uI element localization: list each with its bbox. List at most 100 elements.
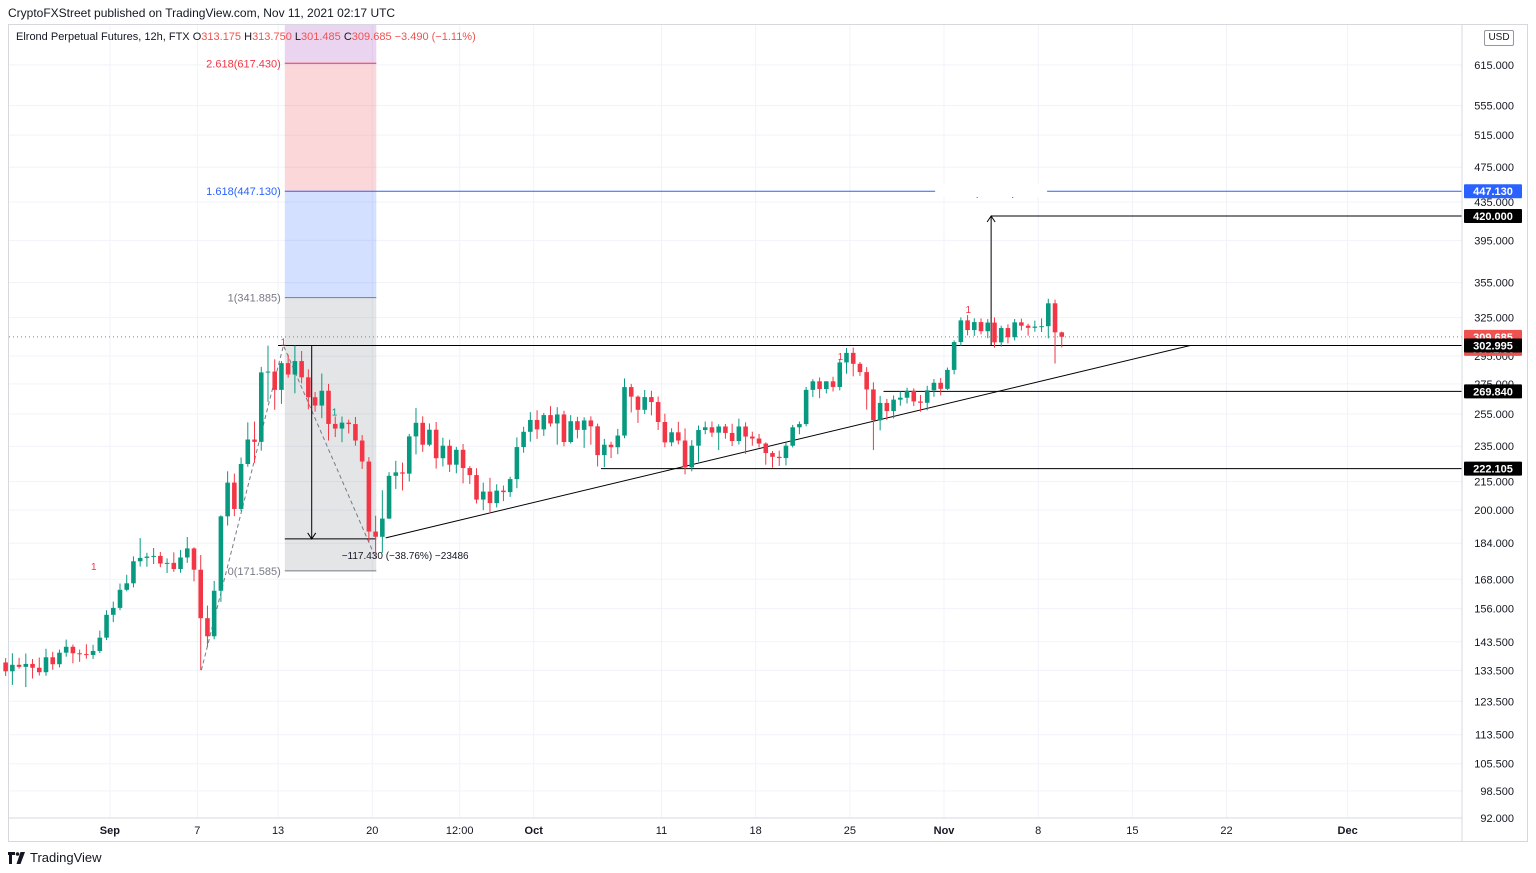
- candle-body: [16, 664, 22, 667]
- price-scale-tag-label: 269.840: [1473, 386, 1513, 398]
- candle-body: [985, 322, 991, 332]
- candle-body: [272, 371, 277, 390]
- candle-body: [548, 415, 553, 424]
- time-axis-tick-label: 15: [1126, 825, 1138, 837]
- candle-body: [346, 422, 351, 425]
- candle-body: [810, 381, 816, 390]
- candle-body: [1039, 326, 1044, 328]
- time-axis-tick-label: 18: [750, 825, 762, 837]
- fib-zone-above-2618: [284, 25, 377, 64]
- candle-body: [380, 518, 385, 537]
- candle-body: [137, 557, 143, 562]
- price-axis-tick-label: 555.000: [1474, 101, 1514, 113]
- candle-body: [171, 562, 177, 570]
- candle-body: [97, 637, 103, 651]
- candle-body: [447, 445, 452, 465]
- close-value: 309.685: [351, 31, 392, 43]
- candle-body: [743, 426, 748, 437]
- candle-body: [521, 431, 526, 448]
- candle-body: [965, 320, 970, 331]
- candle-body: [326, 390, 331, 424]
- candle-body: [635, 396, 641, 410]
- time-axis-tick-label: 25: [844, 825, 856, 837]
- candle-body: [696, 430, 701, 446]
- price-scale-tag-label: 420.000: [1473, 211, 1513, 223]
- candle-body: [151, 555, 156, 557]
- candle-body: [783, 445, 789, 459]
- open-value: 313.175: [201, 31, 242, 43]
- candle-body: [581, 420, 587, 430]
- candle-body: [265, 371, 271, 373]
- candle-body: [373, 531, 378, 537]
- currency-button[interactable]: USD: [1484, 30, 1514, 46]
- candle-body: [951, 342, 957, 370]
- price-axis-tick-label: 515.000: [1474, 130, 1514, 142]
- candle-body: [716, 426, 721, 433]
- candle-body: [359, 440, 365, 462]
- candle-body: [844, 352, 849, 363]
- candle-body: [319, 390, 325, 406]
- sequence-marker: 1: [91, 562, 97, 573]
- sequence-marker: 1: [838, 352, 844, 363]
- candle-body: [992, 322, 997, 343]
- fib-level-label: 1(341.885): [228, 293, 281, 305]
- time-axis-tick-label: 8: [1035, 825, 1041, 837]
- candle-body: [857, 363, 863, 373]
- candle-body: [541, 415, 547, 430]
- publish-caption: CryptoFXStreet published on TradingView.…: [8, 6, 396, 20]
- price-axis-tick-label: 215.000: [1474, 476, 1514, 488]
- candle-body: [729, 432, 735, 442]
- candle-body: [124, 583, 130, 590]
- candle-body: [770, 453, 775, 457]
- candle-body: [972, 322, 977, 331]
- candle-body: [790, 427, 795, 446]
- candle-body: [90, 650, 96, 655]
- candle-body: [279, 363, 284, 390]
- candle-body: [763, 443, 769, 454]
- candle-body: [514, 447, 520, 480]
- candle-body: [676, 432, 681, 441]
- candle-body: [884, 402, 890, 412]
- sequence-marker: 1: [281, 337, 287, 348]
- candle-body: [837, 362, 843, 387]
- candle-body: [797, 424, 802, 428]
- candle-body: [400, 472, 405, 474]
- tradingview-brand-label: TradingView: [30, 850, 102, 865]
- candle-body: [427, 429, 432, 445]
- candle-body: [77, 653, 82, 655]
- candle-body: [669, 432, 674, 443]
- candle-body: [312, 397, 318, 406]
- candle-body: [931, 382, 937, 391]
- change-value: −3.490 (−1.11%): [394, 31, 476, 43]
- candle-body: [1005, 328, 1011, 338]
- candle-body: [205, 618, 210, 637]
- candle-body: [413, 422, 419, 437]
- candle-body: [978, 322, 984, 332]
- candle-body: [568, 421, 573, 443]
- symbol-legend: Elrond Perpetual Futures, 12h, FTX O313.…: [16, 31, 476, 43]
- low-value: 301.485: [301, 31, 341, 43]
- time-axis-tick-label: 11: [656, 825, 667, 837]
- candle-body: [43, 657, 49, 673]
- candle-body: [534, 419, 540, 430]
- candle-body: [386, 475, 392, 519]
- candle-body: [608, 444, 614, 448]
- time-axis-tick-label: 13: [272, 825, 284, 837]
- candle-body: [299, 361, 304, 378]
- candle-body: [1025, 325, 1031, 328]
- sequence-marker: 1: [965, 305, 971, 316]
- candle-body: [104, 614, 109, 638]
- price-axis-tick-label: 143.500: [1474, 637, 1514, 649]
- price-scale-tag-label: 447.130: [1473, 186, 1513, 198]
- candle-body: [454, 449, 459, 465]
- price-axis-tick-label: 475.000: [1474, 162, 1514, 174]
- candle-body: [528, 419, 533, 432]
- candle-body: [164, 562, 170, 564]
- candle-body: [655, 402, 661, 423]
- candle-body: [911, 390, 917, 402]
- candle-body: [1032, 326, 1038, 328]
- symbol-name: Elrond Perpetual Futures, 12h, FTX: [16, 31, 190, 43]
- measure-up-arrowhead: [986, 215, 996, 223]
- price-axis-tick-label: 92.000: [1480, 813, 1514, 825]
